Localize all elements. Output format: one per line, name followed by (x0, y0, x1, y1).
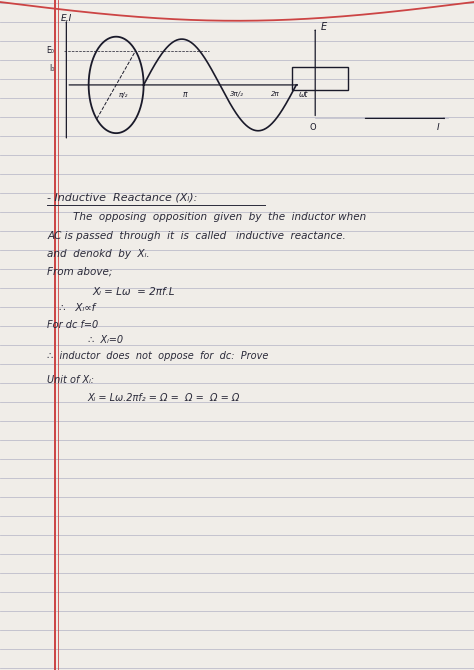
Text: From above;: From above; (47, 267, 113, 277)
Text: π: π (182, 90, 187, 99)
Text: E: E (321, 22, 327, 32)
Text: E₀: E₀ (46, 46, 55, 56)
Bar (292, 67, 348, 90)
Text: ∴  inductor  does  not  oppose  for  dc:  Prove: ∴ inductor does not oppose for dc: Prove (47, 351, 269, 361)
Text: 3π/₂: 3π/₂ (230, 90, 244, 96)
Text: ωt: ωt (299, 90, 308, 99)
Text: I₀: I₀ (49, 64, 55, 73)
Text: Xₗ = Lω  = 2πf.L: Xₗ = Lω = 2πf.L (92, 287, 175, 297)
Text: ∴   Xₗ∝f: ∴ Xₗ∝f (59, 303, 95, 313)
Text: The  opposing  opposition  given  by  the  inductor when: The opposing opposition given by the ind… (73, 212, 367, 222)
Text: Unit of Xₗ:: Unit of Xₗ: (47, 375, 94, 385)
Text: Xₗ = Lω.2πf₂ = Ω =  Ω =  Ω = Ω: Xₗ = Lω.2πf₂ = Ω = Ω = Ω = Ω (88, 393, 240, 403)
Text: For dc f=0: For dc f=0 (47, 320, 99, 330)
Text: - Inductive  Reactance (Xₗ):: - Inductive Reactance (Xₗ): (47, 193, 198, 203)
Text: 2π: 2π (271, 90, 279, 96)
Text: O: O (310, 123, 316, 133)
Text: and  denokd  by  Xₗ.: and denokd by Xₗ. (47, 249, 150, 259)
Text: AC is passed  through  it  is  called   inductive  reactance.: AC is passed through it is called induct… (47, 230, 346, 241)
Text: E,I: E,I (61, 14, 72, 23)
Text: I: I (437, 123, 440, 133)
Text: ∴  Xₗ=0: ∴ Xₗ=0 (88, 335, 123, 345)
Text: π/₂: π/₂ (118, 92, 128, 98)
